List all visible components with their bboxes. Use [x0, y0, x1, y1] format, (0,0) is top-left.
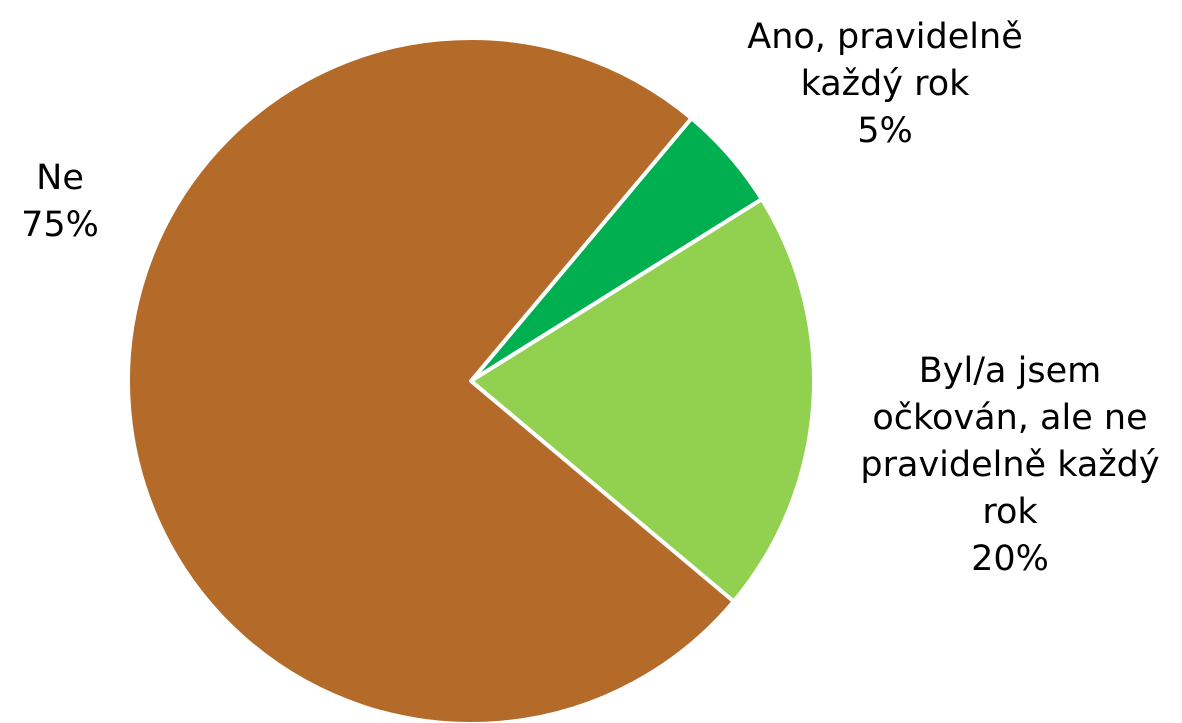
slice-label: Ano, pravidelně každý rok 5%	[715, 14, 1055, 155]
slice-label: Ne 75%	[0, 155, 120, 249]
category-label: Ne	[36, 158, 84, 198]
category-label: Byl/a jsem očkován, ale ne pravidelně ka…	[860, 351, 1160, 532]
pie-slice	[469, 197, 816, 604]
value-label: 75%	[21, 205, 99, 245]
category-label: Ano, pravidelně každý rok	[747, 17, 1023, 104]
value-label: 20%	[971, 539, 1049, 579]
pie-slice	[126, 36, 736, 723]
slice-label: Byl/a jsem očkován, ale ne pravidelně ka…	[838, 348, 1182, 583]
value-label: 5%	[857, 111, 913, 151]
